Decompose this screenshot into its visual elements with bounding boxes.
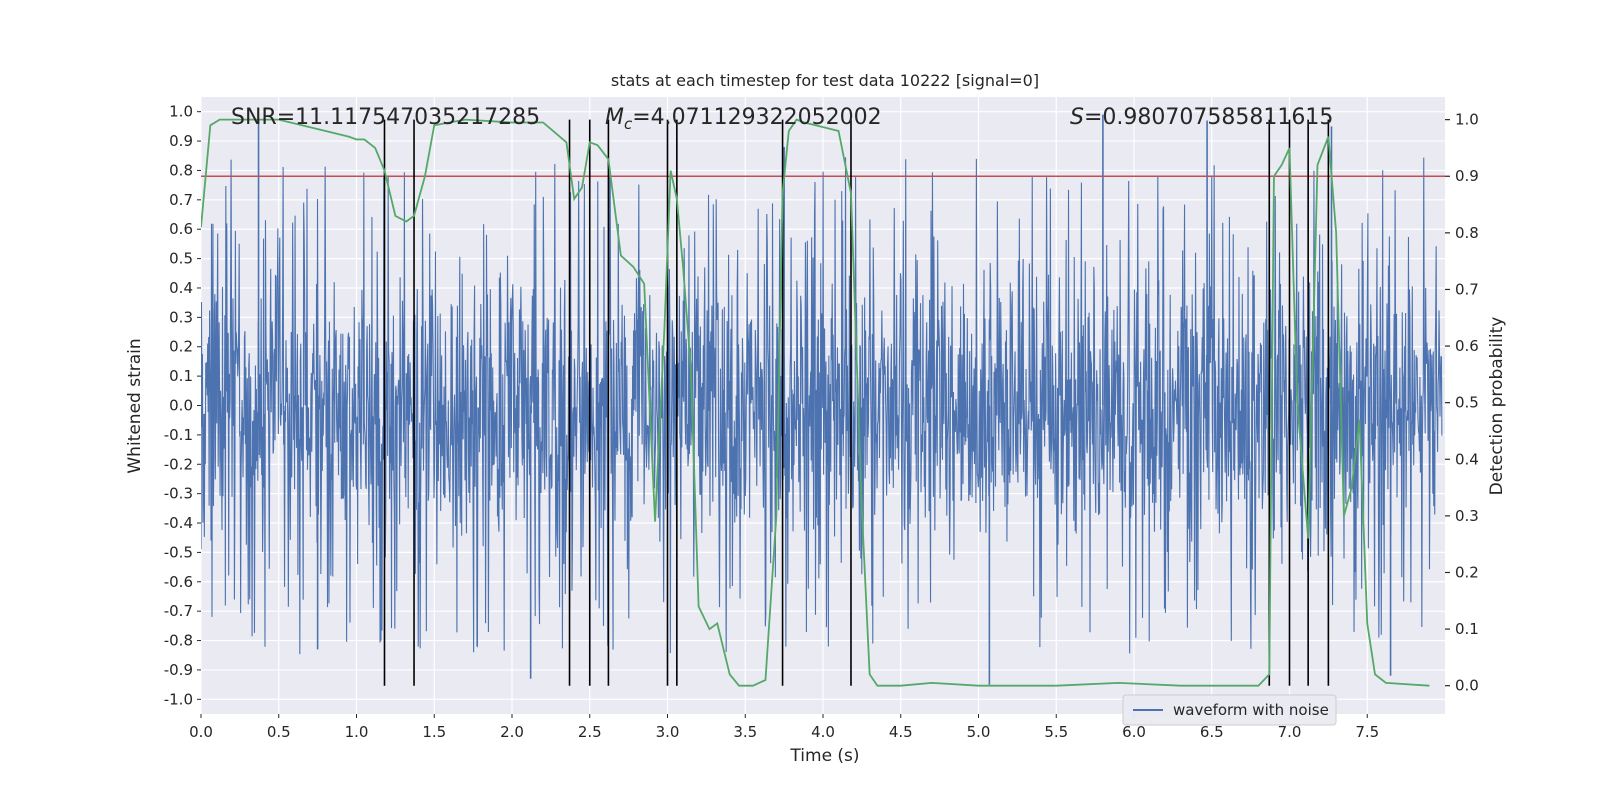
chirp-mass-subscript: c — [624, 115, 633, 133]
x-tick-label: 6.0 — [1122, 723, 1146, 741]
x-tick-label: 0.5 — [267, 723, 291, 741]
legend-label: waveform with noise — [1173, 701, 1329, 719]
chirp-mass-value: =4.071129322052002 — [632, 105, 881, 130]
x-tick-label: 2.0 — [500, 723, 524, 741]
y-left-tick-label: 0.8 — [169, 161, 193, 179]
x-tick-label: 4.0 — [811, 723, 835, 741]
y-left-tick-label: 0.6 — [169, 220, 193, 238]
x-tick-label: 5.5 — [1044, 723, 1068, 741]
y-left-tick-label: 0.4 — [169, 279, 193, 297]
y-left-tick-label: 1.0 — [169, 103, 193, 121]
y-left-tick-label: -0.6 — [164, 573, 193, 591]
y-axis-left-label: Whitened strain — [125, 338, 145, 473]
y-right-tick-label: 0.3 — [1455, 507, 1479, 525]
x-axis-label: Time (s) — [789, 746, 859, 766]
x-tick-label: 3.0 — [656, 723, 680, 741]
y-right-tick-label: 0.2 — [1455, 563, 1479, 581]
x-tick-label: 0.0 — [189, 723, 213, 741]
x-tick-label: 2.5 — [578, 723, 602, 741]
y-left-tick-label: -0.1 — [164, 426, 193, 444]
s-value: =0.980707585811615 — [1084, 105, 1333, 130]
y-left-tick-label: 0.3 — [169, 308, 193, 326]
x-tick-label: 1.5 — [422, 723, 446, 741]
y-left-tick-label: -0.2 — [164, 455, 193, 473]
chart-title: stats at each timestep for test data 102… — [611, 71, 1039, 90]
legend-box — [1122, 694, 1337, 726]
y-left-tick-label: 0.9 — [169, 132, 193, 150]
snr-annotation: SNR=11.117547035217285 — [231, 105, 540, 130]
y-left-tick-label: -0.3 — [164, 485, 193, 503]
chirp-mass-annotation: Mc=4.071129322052002 — [605, 105, 882, 133]
y-right-tick-label: 0.5 — [1455, 394, 1479, 412]
y-right-tick-label: 0.8 — [1455, 224, 1479, 242]
waveform-line — [201, 157, 1443, 655]
x-tick-label: 1.0 — [345, 723, 369, 741]
s-annotation: S=0.980707585811615 — [1070, 105, 1333, 130]
y-left-tick-label: -0.8 — [164, 632, 193, 650]
s-symbol: S — [1070, 105, 1084, 130]
chirp-mass-symbol: M — [605, 105, 624, 130]
x-tick-label: 6.5 — [1200, 723, 1224, 741]
y-right-tick-label: 0.0 — [1455, 677, 1479, 695]
y-left-tick-label: -0.5 — [164, 543, 193, 561]
y-left-tick-label: -1.0 — [164, 690, 193, 708]
y-left-tick-label: 0.7 — [169, 191, 193, 209]
y-right-tick-label: 0.7 — [1455, 280, 1479, 298]
y-right-tick-label: 0.1 — [1455, 620, 1479, 638]
detection-probability-line — [201, 118, 1430, 687]
x-tick-label: 7.0 — [1278, 723, 1302, 741]
y-left-tick-label: 0.2 — [169, 338, 193, 356]
y-right-tick-label: 0.6 — [1455, 337, 1479, 355]
y-left-tick-label: -0.7 — [164, 602, 193, 620]
x-tick-label: 7.5 — [1355, 723, 1379, 741]
y-right-tick-label: 1.0 — [1455, 111, 1479, 129]
x-tick-label: 5.0 — [967, 723, 991, 741]
x-tick-label: 3.5 — [733, 723, 757, 741]
y-right-tick-label: 0.9 — [1455, 167, 1479, 185]
legend: waveform with noise — [1122, 694, 1337, 726]
y-left-tick-label: 0.0 — [169, 397, 193, 415]
y-left-tick-label: 0.5 — [169, 250, 193, 268]
axes: 0.0 0.5 1.0 1.5 2.0 2.5 3.0 3.5 4.0 4.5 5.0 5.5 6.0 6… — [164, 103, 1479, 741]
y-axis-right-label: Detection probability — [1487, 317, 1507, 496]
y-left-tick-label: 0.1 — [169, 367, 193, 385]
plot-contents — [201, 114, 1445, 687]
x-tick-label: 4.5 — [889, 723, 913, 741]
y-left-tick-label: -0.9 — [164, 661, 193, 679]
y-right-tick-label: 0.4 — [1455, 450, 1479, 468]
y-left-tick-label: -0.4 — [164, 514, 193, 532]
